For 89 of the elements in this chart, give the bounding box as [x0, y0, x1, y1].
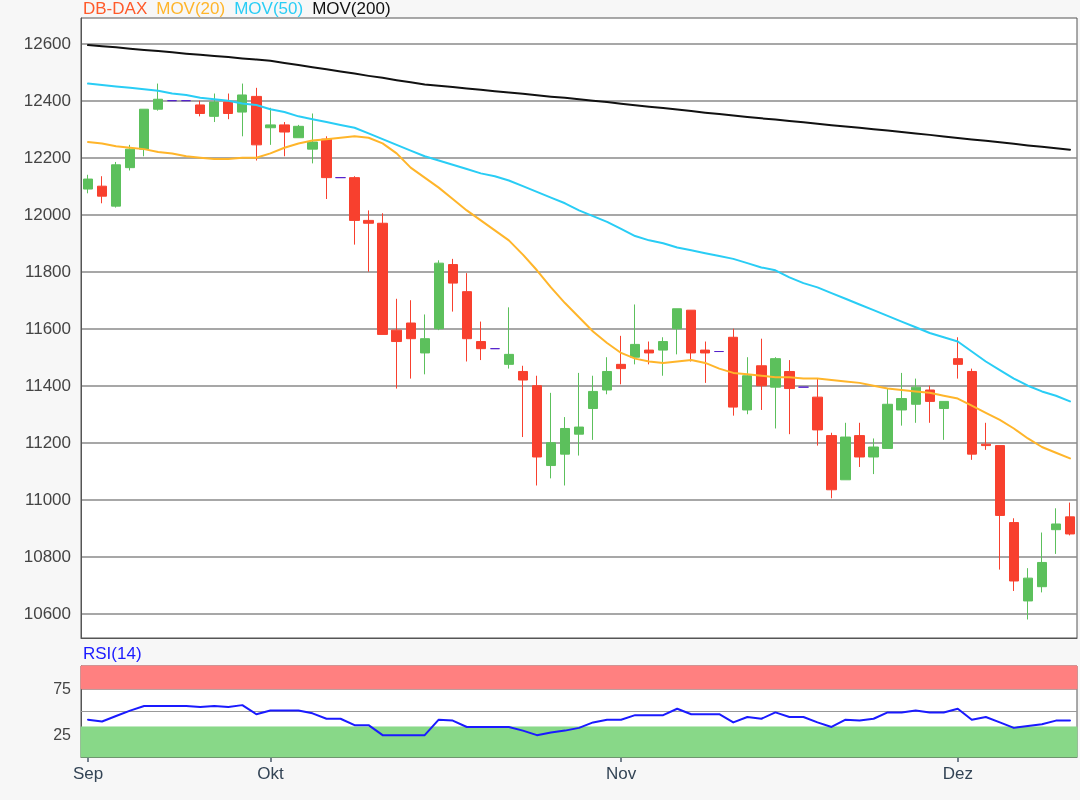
- candlestick: [784, 359, 795, 435]
- candlestick: [153, 83, 163, 112]
- y-tick-label: 10600: [23, 604, 71, 624]
- candlestick: [882, 388, 893, 449]
- candlestick: [448, 258, 458, 313]
- candlestick: [125, 144, 135, 172]
- candlestick: [826, 432, 837, 499]
- candlestick: [953, 336, 963, 380]
- text: RSI(14): [83, 644, 142, 663]
- y-tick-label: 11800: [24, 262, 71, 282]
- line-series: [87, 135, 1071, 460]
- candlestick: [672, 308, 682, 355]
- y-tick-label: 11600: [24, 319, 71, 339]
- candlestick: [476, 321, 486, 361]
- candlestick: [840, 422, 851, 481]
- candlestick: [1065, 502, 1075, 536]
- candlestick: [728, 328, 738, 417]
- y-tick-label: 12200: [23, 148, 71, 168]
- candlestick: [420, 313, 430, 375]
- candlestick: [1037, 532, 1047, 593]
- candlestick: [686, 309, 696, 362]
- candlestick: [321, 135, 332, 200]
- candlestick: [391, 298, 402, 390]
- candlestick: [630, 303, 640, 365]
- candlestick: [560, 416, 570, 486]
- y-tick-label: 12400: [23, 91, 71, 111]
- candlestick: [574, 372, 584, 457]
- y-tick-label: 11000: [24, 490, 71, 510]
- candlestick: [616, 335, 626, 385]
- x-tick-label: Sep: [72, 764, 104, 783]
- candlestick: [279, 121, 290, 157]
- text: MOV(50): [234, 0, 304, 18]
- candlestick: [756, 338, 767, 411]
- candlestick: [770, 356, 781, 429]
- candlestick: [644, 341, 654, 365]
- candlestick: [742, 356, 752, 415]
- candlestick: [504, 306, 514, 370]
- candlestick: [251, 87, 262, 162]
- candlestick: [995, 445, 1005, 571]
- candlestick: [939, 400, 949, 441]
- text: MOV(200): [312, 0, 391, 18]
- candlestick: [602, 356, 612, 395]
- y-tick-label: 12000: [23, 205, 71, 225]
- candlestick: [911, 378, 921, 424]
- candlestick: [1051, 507, 1061, 555]
- x-tick-label: Nov: [605, 764, 637, 783]
- candlestick: [812, 378, 823, 447]
- y-tick-label: 10800: [23, 547, 71, 567]
- candlestick: [363, 209, 374, 273]
- candlestick: [546, 392, 556, 479]
- candlestick: [111, 161, 121, 209]
- x-tick-label: Dez: [942, 764, 973, 783]
- candlestick: [868, 437, 879, 475]
- y-tick-label: 75: [53, 680, 72, 698]
- candlestick: [97, 175, 107, 204]
- candlestick: [223, 93, 233, 120]
- y-tick-label: 12600: [23, 34, 71, 54]
- candlestick: [83, 174, 93, 194]
- candlestick: [1023, 567, 1033, 620]
- candlestick: [377, 212, 388, 335]
- candlestick: [854, 422, 865, 468]
- candlestick: [209, 93, 219, 123]
- line-series: [87, 44, 1071, 151]
- candlestick: [967, 368, 977, 461]
- line-series: [87, 704, 1071, 737]
- candlestick: [518, 365, 528, 438]
- candlestick: [434, 259, 444, 331]
- text: DB-DAX: [83, 0, 148, 18]
- candlestick: [700, 341, 710, 384]
- line-series: [87, 82, 1071, 403]
- y-tick-label: 25: [53, 725, 72, 743]
- candlestick: [406, 299, 416, 380]
- candlestick: [981, 422, 991, 451]
- candlestick: [532, 375, 542, 486]
- candlestick: [658, 336, 668, 377]
- candlestick: [462, 272, 472, 362]
- candlestick: [265, 107, 276, 146]
- candlestick: [307, 112, 318, 164]
- candlestick: [349, 175, 360, 246]
- candlestick: [195, 100, 205, 117]
- y-tick-label: 11200: [24, 433, 71, 453]
- candlestick: [588, 375, 598, 441]
- candlestick: [293, 124, 304, 139]
- y-tick-label: 11400: [24, 376, 71, 396]
- x-tick-label: Okt: [257, 764, 284, 783]
- candlestick: [139, 108, 149, 157]
- text: MOV(20): [156, 0, 226, 18]
- candlestick: [1009, 517, 1019, 592]
- candlestick: [896, 372, 907, 427]
